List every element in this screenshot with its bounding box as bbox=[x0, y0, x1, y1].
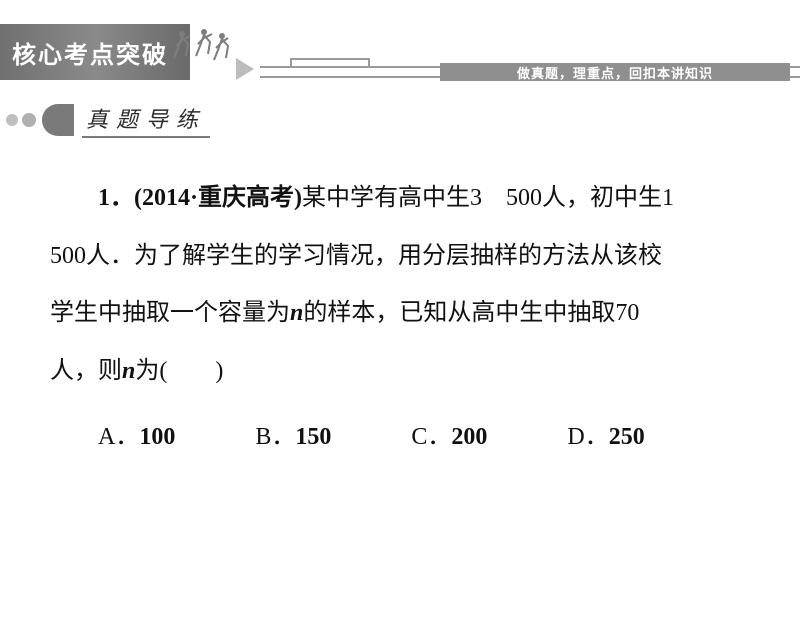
option-value: 250 bbox=[609, 424, 645, 450]
q-text-4b: 为( ) bbox=[135, 358, 223, 384]
dot-icon bbox=[22, 113, 36, 127]
variable-n: n bbox=[122, 358, 135, 384]
option-d: D．250 bbox=[567, 416, 644, 451]
q-text-1: 某中学有高中生3 500人，初中生1 bbox=[302, 185, 674, 211]
option-label: C． bbox=[411, 424, 451, 450]
option-value: 200 bbox=[451, 424, 487, 450]
option-c: C．200 bbox=[411, 416, 487, 451]
option-value: 150 bbox=[295, 424, 331, 450]
dot-icon bbox=[6, 114, 18, 126]
option-a: A．100 bbox=[98, 416, 175, 451]
header-bar: 核心考点突破 做真题，理重点，回扣本讲知识 bbox=[0, 24, 800, 94]
question-line-1: 1．(2014·重庆高考)某中学有高中生3 500人，初中生1 bbox=[50, 170, 750, 228]
q-text-4a: 人，则 bbox=[50, 358, 122, 384]
question-source: (2014·重庆高考) bbox=[134, 185, 302, 211]
question-line-3: 学生中抽取一个容量为n的样本，已知从高中生中抽取70 bbox=[50, 285, 750, 343]
dots-decoration bbox=[6, 104, 74, 136]
options-row: A．100 B．150 C．200 D．250 bbox=[50, 416, 750, 451]
q-text-3b: 的样本，已知从高中生中抽取70 bbox=[303, 300, 639, 326]
q-text-3a: 学生中抽取一个容量为 bbox=[50, 300, 290, 326]
track-label: 做真题，理重点，回扣本讲知识 bbox=[440, 63, 790, 81]
track-notch bbox=[290, 58, 370, 66]
option-label: A． bbox=[98, 424, 139, 450]
title-badge: 核心考点突破 bbox=[0, 24, 192, 80]
option-b: B．150 bbox=[255, 416, 331, 451]
title-badge-text: 核心考点突破 bbox=[12, 35, 168, 70]
subheader-title: 真题导练 bbox=[82, 102, 210, 138]
option-label: D． bbox=[567, 424, 608, 450]
question-line-4: 人，则n为( ) bbox=[50, 343, 750, 401]
runners-decoration bbox=[170, 26, 230, 70]
track-line: 做真题，理重点，回扣本讲知识 bbox=[260, 66, 800, 80]
question-number: 1 bbox=[98, 185, 110, 211]
variable-n: n bbox=[290, 300, 303, 326]
semicircle-icon bbox=[42, 104, 74, 136]
option-value: 100 bbox=[139, 424, 175, 450]
question-line-2: 500人．为了解学生的学习情况，用分层抽样的方法从该校 bbox=[50, 228, 750, 286]
question-body: 1．(2014·重庆高考)某中学有高中生3 500人，初中生1 500人．为了解… bbox=[50, 170, 750, 400]
play-triangle-icon bbox=[236, 58, 254, 80]
option-label: B． bbox=[255, 424, 295, 450]
content: 1．(2014·重庆高考)某中学有高中生3 500人，初中生1 500人．为了解… bbox=[0, 140, 800, 451]
subheader: 真题导练 bbox=[0, 100, 800, 140]
